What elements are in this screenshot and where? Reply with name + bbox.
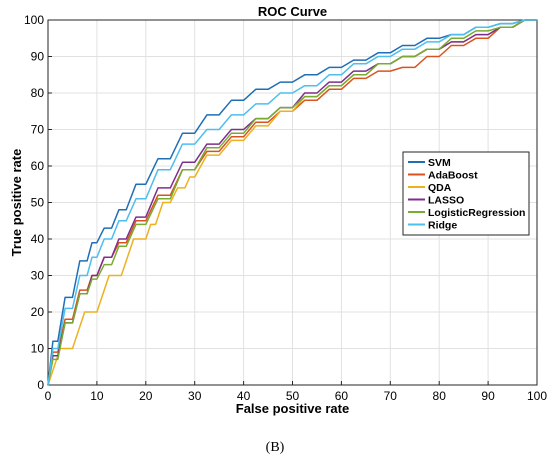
x-tick-label: 60 [335,389,349,403]
y-tick-label: 10 [31,342,45,356]
legend-label: SVM [428,157,451,169]
y-tick-label: 80 [31,86,45,100]
series-line-logisticregression [47,19,537,386]
legend-label: LASSO [428,195,464,207]
chart-title: ROC Curve [258,4,327,19]
legend-label: QDA [428,182,452,194]
legend-box [402,151,530,236]
x-tick-label: 50 [286,389,300,403]
legend: SVMAdaBoostQDALASSOLogisticRegressionRid… [402,151,530,236]
series-lines [47,19,537,386]
x-tick-label: 90 [481,389,495,403]
legend-label: LogisticRegression [428,207,525,219]
x-tick-label: 70 [384,389,398,403]
x-tick-label: 30 [188,389,202,403]
x-axis-label: False positive rate [236,401,349,416]
axis-ticks: 0 10 20 30 40 50 60 70 80 90 100 0 10 20 30 40 50 60 70 80 9… [24,13,547,403]
series-line-ridge [47,19,537,386]
y-tick-label: 40 [31,232,45,246]
x-tick-label: 20 [139,389,153,403]
y-tick-label: 60 [31,159,45,173]
x-tick-label: 10 [90,389,104,403]
x-tick-label: 80 [433,389,447,403]
series-line-svm [47,19,537,386]
x-tick-label: 0 [45,389,52,403]
legend-label: AdaBoost [428,170,478,182]
y-tick-label: 70 [31,123,45,137]
x-tick-label: 40 [237,389,251,403]
y-tick-label: 30 [31,269,45,283]
y-tick-label: 90 [31,50,45,64]
y-tick-label: 20 [31,305,45,319]
legend-label: Ridge [428,220,457,232]
x-tick-label: 100 [527,389,547,403]
y-axis-label: True positive rate [9,149,24,257]
y-tick-label: 0 [37,378,44,392]
y-tick-label: 100 [24,13,44,27]
figure-caption: (B) [265,440,285,455]
y-tick-label: 50 [31,196,45,210]
